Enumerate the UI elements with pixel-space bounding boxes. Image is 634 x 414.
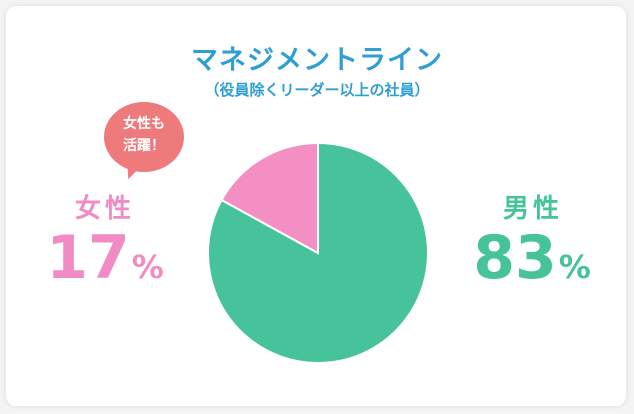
female-value: 17 xyxy=(46,223,130,293)
male-percentage: 83% xyxy=(462,228,602,288)
female-percentage: 17% xyxy=(40,228,170,288)
female-unit: % xyxy=(131,248,164,286)
male-value: 83 xyxy=(473,223,557,293)
pie-slice xyxy=(220,141,319,255)
annotation-text: 女性も 活躍！ xyxy=(104,113,184,157)
male-unit: % xyxy=(558,248,591,286)
chart-title: マネジメントライン xyxy=(191,45,443,76)
male-label: 男性 xyxy=(502,194,563,224)
annotation-line-1: 女性も xyxy=(123,116,165,132)
female-label: 女性 xyxy=(74,194,135,224)
chart-subtitle: （役員除くリーダー以上の社員） xyxy=(204,81,430,99)
annotation-line-2: 活躍！ xyxy=(123,138,165,154)
annotation-bubble xyxy=(104,102,184,172)
